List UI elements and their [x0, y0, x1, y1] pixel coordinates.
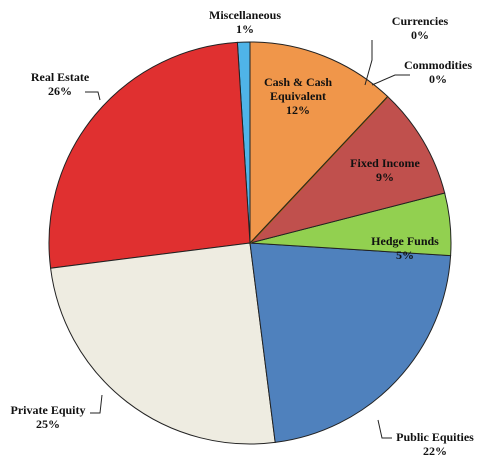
percent-label: 5%	[396, 248, 414, 262]
slice-label: Hedge Funds 5%	[355, 234, 455, 262]
pie-slice	[50, 242, 276, 445]
category-name: Private Equity	[10, 403, 86, 417]
leader-line	[364, 40, 373, 86]
percent-label: 25%	[36, 417, 60, 431]
pie-slice	[249, 242, 452, 443]
category-name: Cash & Cash Equivalent	[263, 75, 332, 103]
category-name: Hedge Funds	[371, 234, 439, 248]
slice-label: Real Estate 26%	[10, 70, 110, 98]
slice-label: Public Equities 22%	[375, 430, 495, 458]
percent-label: 9%	[376, 170, 394, 184]
percent-label: 0%	[411, 28, 429, 42]
leader-line	[85, 91, 101, 101]
pie-slice	[249, 41, 389, 245]
leader-line	[377, 419, 392, 439]
percent-label: 26%	[48, 84, 72, 98]
category-name: Real Estate	[30, 70, 90, 84]
category-name: Miscellaneous	[209, 8, 281, 22]
percent-label: 22%	[423, 444, 447, 458]
slice-label: Currencies 0%	[375, 14, 465, 42]
percent-label: 0%	[429, 72, 447, 86]
slice-label: Cash & Cash Equivalent 12%	[258, 75, 338, 117]
category-name: Public Equities	[396, 430, 474, 444]
slice-label: Fixed Income 9%	[335, 156, 435, 184]
percent-label: 1%	[236, 22, 254, 36]
category-name: Commodities	[404, 58, 472, 72]
category-name: Fixed Income	[350, 156, 420, 170]
slice-label: Commodities 0%	[388, 58, 488, 86]
percent-label: 12%	[286, 103, 310, 117]
pie-slice	[48, 41, 251, 269]
category-name: Currencies	[391, 14, 449, 28]
slice-label: Private Equity 25%	[0, 403, 103, 431]
slice-label: Miscellaneous 1%	[190, 8, 300, 36]
leader-line	[90, 394, 103, 414]
leader-line	[371, 74, 410, 86]
pie-slice	[248, 95, 446, 244]
